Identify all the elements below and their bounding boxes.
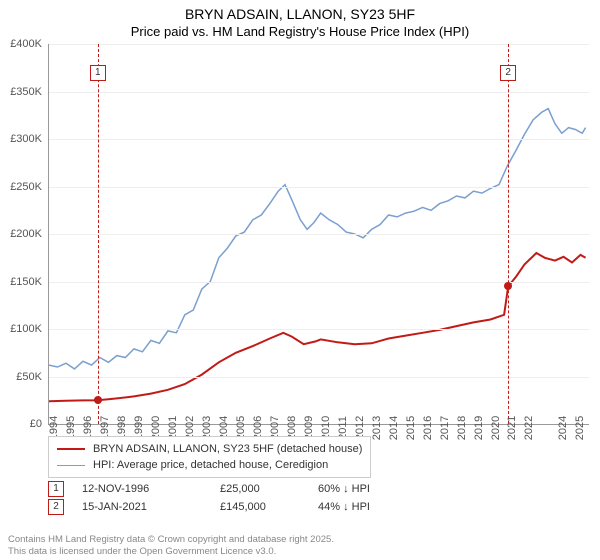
ytick-label: £0 <box>30 418 42 430</box>
title-line1: BRYN ADSAIN, LLANON, SY23 5HF <box>0 6 600 22</box>
sale-marker-box: 2 <box>500 65 516 81</box>
sale-point <box>504 282 512 290</box>
xtick-label: 2025 <box>574 416 586 440</box>
sales-row-pct: 44% ↓ HPI <box>318 498 418 516</box>
ytick-label: £100K <box>10 323 42 335</box>
legend-row: BRYN ADSAIN, LLANON, SY23 5HF (detached … <box>57 441 362 457</box>
series-price_paid <box>49 253 586 401</box>
xtick-label: 2021 <box>506 416 518 440</box>
xtick-label: 2019 <box>473 416 485 440</box>
title-block: BRYN ADSAIN, LLANON, SY23 5HF Price paid… <box>0 0 600 39</box>
sale-point <box>94 396 102 404</box>
ytick-label: £350K <box>10 86 42 98</box>
xtick-label: 2016 <box>422 416 434 440</box>
ytick-label: £300K <box>10 133 42 145</box>
sales-row-price: £25,000 <box>220 480 300 498</box>
legend: BRYN ADSAIN, LLANON, SY23 5HF (detached … <box>48 436 371 478</box>
sale-vline <box>508 44 509 424</box>
xtick-label: 2020 <box>490 416 502 440</box>
sales-row-marker: 1 <box>48 481 64 497</box>
xtick-label: 2017 <box>439 416 451 440</box>
legend-row: HPI: Average price, detached house, Cere… <box>57 457 362 473</box>
sale-marker-box: 1 <box>90 65 106 81</box>
plot-surface: 12 <box>48 44 589 425</box>
sales-row: 1 12-NOV-1996 £25,000 60% ↓ HPI <box>48 480 418 498</box>
sale-vline <box>98 44 99 424</box>
sales-row-date: 15-JAN-2021 <box>82 498 202 516</box>
legend-label: HPI: Average price, detached house, Cere… <box>93 457 328 473</box>
xtick-label: 2014 <box>388 416 400 440</box>
sales-row: 2 15-JAN-2021 £145,000 44% ↓ HPI <box>48 498 418 516</box>
legend-label: BRYN ADSAIN, LLANON, SY23 5HF (detached … <box>93 441 362 457</box>
legend-swatch <box>57 465 85 466</box>
sales-table: 1 12-NOV-1996 £25,000 60% ↓ HPI 2 15-JAN-2021… <box>48 480 418 516</box>
chart-container: BRYN ADSAIN, LLANON, SY23 5HF Price paid… <box>0 0 600 560</box>
xtick-label: 2018 <box>456 416 468 440</box>
xtick-label: 2015 <box>405 416 417 440</box>
xtick-label: 2022 <box>523 416 535 440</box>
ytick-label: £150K <box>10 276 42 288</box>
xtick-label: 2024 <box>557 416 569 440</box>
sales-row-pct: 60% ↓ HPI <box>318 480 418 498</box>
footer-line2: This data is licensed under the Open Gov… <box>8 546 592 558</box>
title-line2: Price paid vs. HM Land Registry's House … <box>0 24 600 39</box>
footer-line1: Contains HM Land Registry data © Crown c… <box>8 534 592 546</box>
sales-row-price: £145,000 <box>220 498 300 516</box>
ytick-label: £50K <box>16 371 42 383</box>
legend-swatch <box>57 448 85 450</box>
ytick-label: £250K <box>10 181 42 193</box>
sales-row-date: 12-NOV-1996 <box>82 480 202 498</box>
footer: Contains HM Land Registry data © Crown c… <box>8 534 592 558</box>
ytick-label: £400K <box>10 38 42 50</box>
sales-row-marker: 2 <box>48 499 64 515</box>
chart-area: 12 £0£50K£100K£150K£200K£250K£300K£350K£… <box>48 44 588 424</box>
ytick-label: £200K <box>10 228 42 240</box>
xtick-label: 2013 <box>371 416 383 440</box>
